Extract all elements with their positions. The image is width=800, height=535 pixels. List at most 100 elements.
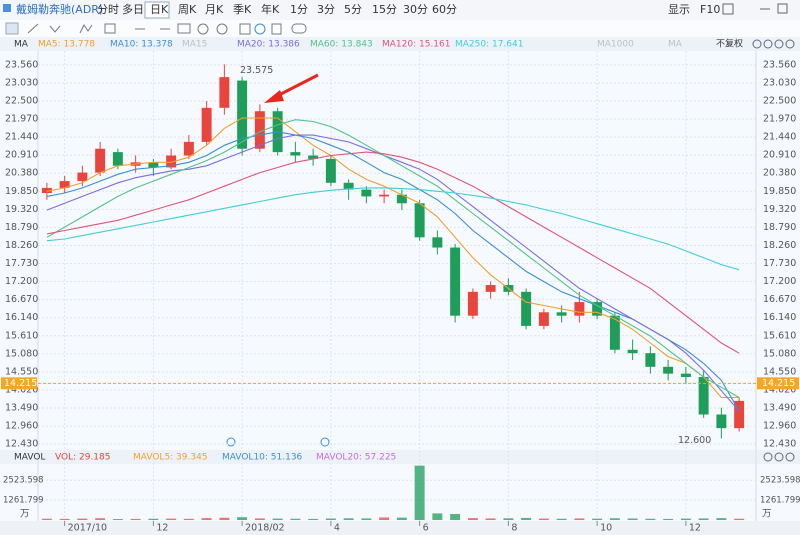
y-tick-label: 15.610 <box>763 330 796 341</box>
legend-entry: MAVOL10: 51.136 <box>222 453 303 463</box>
volume-bar <box>237 517 248 520</box>
period-tab[interactable]: 30分 <box>403 3 428 16</box>
panel-control[interactable] <box>785 39 795 49</box>
pattern-tool[interactable] <box>79 24 93 34</box>
eye-tool[interactable] <box>216 23 228 35</box>
period-tab[interactable]: 年K <box>261 2 280 16</box>
panel-control[interactable] <box>774 452 784 462</box>
candle-body <box>290 152 301 156</box>
volume-indicator-label: MAVOL <box>14 453 45 463</box>
period-tab[interactable]: 日K <box>150 3 169 16</box>
time-axis <box>0 521 800 535</box>
delete-tool[interactable] <box>271 23 282 35</box>
volume-bar <box>538 518 549 520</box>
y-tick-label: 17.200 <box>5 276 38 287</box>
candle-body <box>219 77 230 108</box>
fib-tool[interactable] <box>104 23 116 34</box>
ma-line <box>46 131 740 412</box>
y-tick-label: 19.320 <box>5 204 38 215</box>
candle-body <box>183 141 194 156</box>
x-tick-label: 10 <box>600 523 612 534</box>
ma-line <box>46 119 740 398</box>
high-annotation: 23.575 <box>240 65 273 76</box>
y-tick-label: 12.430 <box>5 439 38 450</box>
period-tab[interactable]: 5分 <box>344 3 362 16</box>
candle-body <box>485 285 496 292</box>
candle-body <box>467 291 478 316</box>
text-tool[interactable] <box>177 23 191 34</box>
candle-body <box>201 107 212 142</box>
event-marker[interactable] <box>320 437 330 447</box>
volume-bar <box>361 518 372 520</box>
y-tick-label: 21.440 <box>5 132 38 143</box>
legend-entry: MA60: 13.843 <box>310 40 373 50</box>
unit-label: 万 <box>20 509 30 520</box>
line-tool[interactable] <box>27 23 39 34</box>
period-tab[interactable]: 1分 <box>290 3 308 16</box>
period-tab[interactable]: 月K <box>205 3 224 16</box>
volume-bar <box>414 465 425 520</box>
volume-bar <box>308 518 319 520</box>
selected-tab <box>144 1 170 19</box>
candle-body <box>716 414 727 429</box>
tool-icons <box>5 22 307 35</box>
volume-bar <box>130 518 141 520</box>
f10-button[interactable]: F10 <box>700 3 720 16</box>
panel-control[interactable] <box>763 452 773 462</box>
candle-body <box>77 172 88 182</box>
lock-tool[interactable] <box>239 23 251 35</box>
indicator-bar <box>0 37 800 51</box>
volume-bar <box>254 518 265 520</box>
wave-tool[interactable] <box>49 25 61 33</box>
y-tick-label: 15.610 <box>5 330 38 341</box>
window-icon[interactable] <box>722 3 734 15</box>
y-tick-label: 20.380 <box>763 168 796 179</box>
y-tick-label: 23.030 <box>5 77 38 88</box>
stock-name[interactable]: 戴姆勒奔驰(ADR) <box>16 2 103 16</box>
y-tick-label: 1261.799 <box>3 496 44 506</box>
period-tab[interactable]: 3分 <box>317 3 335 16</box>
y-tick-label: 23.560 <box>5 59 38 70</box>
event-marker[interactable] <box>226 437 236 447</box>
inactive-indicator: MA1000 <box>597 40 634 50</box>
candle-body <box>663 366 674 374</box>
y-tick-label: 22.500 <box>5 96 38 107</box>
panel-control[interactable] <box>785 452 795 462</box>
inactive-indicator: MA15 <box>182 40 207 50</box>
x-tick-label: 12 <box>689 523 701 534</box>
candle-body <box>148 162 159 168</box>
indicator-label: MA <box>14 40 29 50</box>
volume-bar <box>148 518 159 520</box>
volume-bar <box>219 517 230 520</box>
volume-panel <box>0 464 800 521</box>
volume-bar <box>680 518 691 520</box>
y-tick-label: 14.550 <box>763 366 796 377</box>
period-tab[interactable]: 周K <box>178 3 197 16</box>
volume-bar <box>592 518 603 520</box>
panel-control[interactable] <box>752 39 762 49</box>
mark-tool[interactable] <box>197 23 209 35</box>
period-tab[interactable]: 分时 <box>97 3 119 16</box>
period-tab[interactable]: 15分 <box>372 3 397 16</box>
period-tab[interactable]: 多日 <box>122 2 144 16</box>
period-tab[interactable]: 季K <box>233 3 252 16</box>
period-tab[interactable]: 60分 <box>432 3 457 16</box>
x-tick-label: 2018/02 <box>245 523 284 534</box>
unit-label: 万 <box>762 509 772 520</box>
volume-bar <box>645 518 656 520</box>
candle-body <box>308 155 319 159</box>
maximize-icon[interactable] <box>777 3 788 14</box>
adjust-mode[interactable]: 不复权 <box>716 38 743 50</box>
candle-body <box>237 80 248 149</box>
toggle-tool[interactable] <box>291 23 307 34</box>
panel-control[interactable] <box>774 39 784 49</box>
y-tick-label: 2523.598 <box>3 476 44 486</box>
visible-tool[interactable] <box>254 23 266 35</box>
panel-control[interactable] <box>763 39 773 49</box>
candle-body <box>645 353 656 367</box>
volume-bar <box>77 518 88 520</box>
y-tick-label: 23.560 <box>763 59 796 70</box>
cursor-tool[interactable] <box>5 22 19 35</box>
y-tick-label: 15.080 <box>763 348 796 359</box>
display-menu[interactable]: 显示 <box>668 3 690 16</box>
